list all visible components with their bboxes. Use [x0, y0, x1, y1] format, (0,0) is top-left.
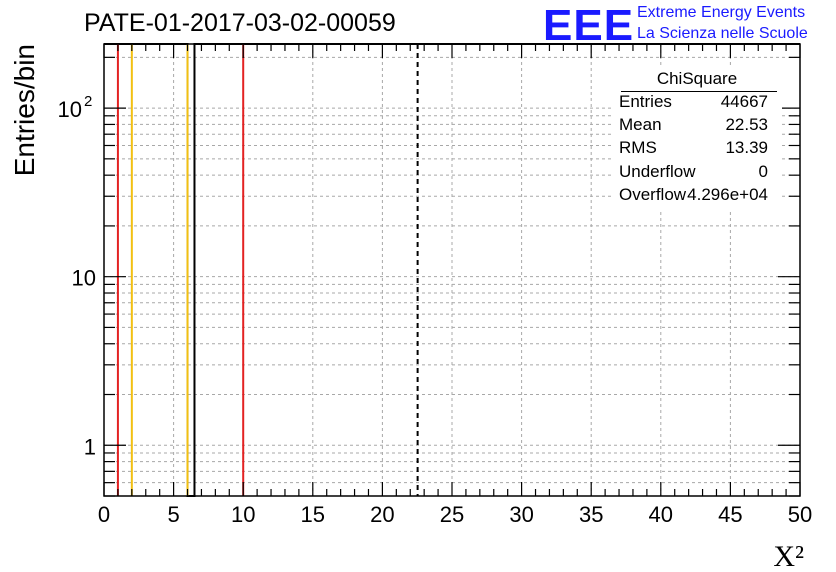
stats-value: 4.296e+04: [687, 185, 768, 204]
stats-key: Overflow: [619, 185, 687, 204]
stats-key: Mean: [619, 115, 662, 134]
stats-value: 22.53: [725, 115, 768, 134]
stats-divider: [621, 91, 777, 92]
stats-key: RMS: [619, 138, 657, 157]
y-axis-label: Entries/bin: [9, 44, 40, 176]
x-tick-label: 20: [370, 502, 394, 527]
stats-row-mean: Mean 22.53: [619, 115, 782, 137]
logo-line-1: Extreme Energy Events: [637, 4, 806, 21]
y-tick-label: 10: [58, 97, 82, 122]
y-tick-label: 1: [84, 434, 96, 459]
x-tick-label: 45: [718, 502, 742, 527]
x-tick-label: 35: [579, 502, 603, 527]
stats-key: Underflow: [619, 162, 696, 181]
y-tick-label-exponent: 2: [84, 93, 92, 110]
stats-value: 13.39: [725, 138, 768, 157]
x-tick-label: 40: [649, 502, 673, 527]
logo-line-2: La Scienza nelle Scuole: [637, 25, 808, 42]
stats-row-entries: Entries 44667: [619, 92, 782, 114]
eee-logo: EEE: [543, 1, 635, 50]
x-tick-label: 0: [98, 502, 110, 527]
stats-row-underflow: Underflow 0: [619, 162, 782, 184]
chart-title: PATE-01-2017-03-02-00059: [84, 9, 396, 37]
x-tick-label: 10: [231, 502, 255, 527]
stats-row-rms: RMS 13.39: [619, 138, 782, 160]
stats-title: ChiSquare: [656, 69, 738, 88]
x-tick-label: 5: [167, 502, 179, 527]
stats-row-overflow: Overflow 4.296e+04: [619, 185, 782, 207]
stats-key: Entries: [619, 92, 672, 111]
x-tick-label: 50: [788, 502, 812, 527]
stats-value: 0: [758, 162, 768, 181]
stats-box: ChiSquare Entries 44667 Mean 22.53 RMS 1…: [612, 68, 782, 210]
x-tick-label: 15: [301, 502, 325, 527]
y-tick-label: 10: [72, 266, 96, 291]
x-tick-label: 30: [509, 502, 533, 527]
x-axis-label: X²: [773, 540, 804, 572]
stats-value: 44667: [720, 92, 768, 111]
x-tick-label: 25: [440, 502, 464, 527]
